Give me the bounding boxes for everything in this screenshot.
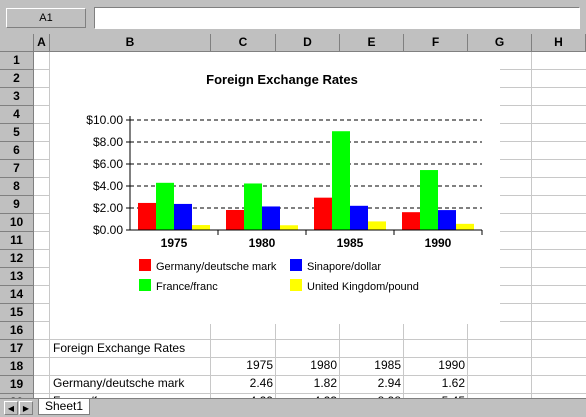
name-box[interactable]: A1 [6, 8, 86, 28]
next-sheet-button[interactable]: ▶ [19, 401, 33, 415]
value-cell: 1.82 [313, 376, 337, 390]
column-header-e[interactable]: E [340, 34, 404, 52]
sheet-tab-bar: ◀ ▶ Sheet1 [0, 398, 586, 417]
legend-swatch [139, 259, 151, 271]
table-title: Foreign Exchange Rates [53, 341, 186, 355]
bar-1975-3[interactable] [192, 225, 210, 230]
y-tick-label: $2.00 [93, 201, 123, 215]
chart-title: Foreign Exchange Rates [206, 72, 358, 87]
row-header-17[interactable]: 17 [0, 340, 34, 358]
gridline-horizontal [34, 339, 586, 340]
select-all-corner[interactable] [0, 34, 34, 52]
x-tick-label: 1985 [337, 236, 364, 250]
bar-1980-3[interactable] [280, 225, 298, 230]
gridline-horizontal [34, 357, 586, 358]
row-header-11[interactable]: 11 [0, 232, 34, 250]
row-header-19[interactable]: 19 [0, 376, 34, 394]
gridline-horizontal [34, 393, 586, 394]
column-header-b[interactable]: B [50, 34, 211, 52]
legend-swatch [290, 279, 302, 291]
value-cell: 4.29 [211, 392, 273, 398]
value-cell: 8.98 [340, 392, 401, 398]
row-header-14[interactable]: 14 [0, 286, 34, 304]
year-header-cell: 1980 [310, 358, 337, 372]
bar-1980-0[interactable] [226, 209, 244, 230]
row-header-1[interactable]: 1 [0, 52, 34, 70]
bar-1990-2[interactable] [438, 210, 456, 230]
row-header-7[interactable]: 7 [0, 160, 34, 178]
legend-swatch [139, 279, 151, 291]
y-tick-label: $0.00 [93, 223, 123, 237]
x-tick-label: 1990 [425, 236, 452, 250]
year-header-cell: 1990 [438, 358, 465, 372]
bar-1985-0[interactable] [314, 197, 332, 230]
column-header-c[interactable]: C [211, 34, 276, 52]
value-cell: 1.62 [441, 376, 465, 390]
bar-1990-3[interactable] [456, 223, 474, 230]
bar-1985-2[interactable] [350, 205, 368, 230]
year-header-cell: 1985 [374, 358, 401, 372]
row-header-5[interactable]: 5 [0, 124, 34, 142]
legend-label: Germany/deutsche mark [156, 261, 277, 273]
column-header-h[interactable]: H [532, 34, 586, 52]
y-tick-label: $8.00 [93, 135, 123, 149]
bar-1990-0[interactable] [402, 212, 420, 230]
column-header-g[interactable]: G [468, 34, 532, 52]
y-tick-label: $6.00 [93, 157, 123, 171]
bar-1975-0[interactable] [138, 202, 156, 230]
bar-1980-1[interactable] [244, 183, 262, 230]
column-header-d[interactable]: D [276, 34, 340, 52]
row-header-12[interactable]: 12 [0, 250, 34, 268]
bar-1975-2[interactable] [174, 203, 192, 230]
bar-1985-3[interactable] [368, 221, 386, 230]
prev-sheet-button[interactable]: ◀ [4, 401, 18, 415]
value-cell: 2.94 [377, 376, 401, 390]
y-tick-label: $4.00 [93, 179, 123, 193]
gridline-vertical [49, 52, 50, 398]
row-header-10[interactable]: 10 [0, 214, 34, 232]
formula-input[interactable] [94, 7, 580, 29]
value-cell: 2.46 [249, 376, 273, 390]
value-cell: 4.23 [276, 392, 337, 398]
exchange-rate-chart[interactable]: Foreign Exchange Rates $0.00 $2.00 $4.00 $6… [50, 52, 500, 324]
row-label-cell: Germany/deutsche mark [53, 376, 185, 390]
row-header-20[interactable]: 20 [0, 394, 34, 398]
legend-swatch [290, 259, 302, 271]
value-cell: 5.45 [404, 392, 465, 398]
row-label-cell: France/franc [53, 392, 208, 398]
y-tick-label: $10.00 [86, 113, 123, 127]
row-header-8[interactable]: 8 [0, 178, 34, 196]
row-header-4[interactable]: 4 [0, 106, 34, 124]
row-header-16[interactable]: 16 [0, 322, 34, 340]
gridline-horizontal [34, 375, 586, 376]
bar-1990-1[interactable] [420, 170, 438, 230]
x-tick-label: 1975 [161, 236, 188, 250]
x-tick-label: 1980 [249, 236, 276, 250]
row-header-3[interactable]: 3 [0, 88, 34, 106]
row-header-15[interactable]: 15 [0, 304, 34, 322]
year-header-cell: 1975 [246, 358, 273, 372]
bar-1985-1[interactable] [332, 131, 350, 230]
row-header-13[interactable]: 13 [0, 268, 34, 286]
sheet-tab[interactable]: Sheet1 [38, 399, 90, 415]
legend-label: Sinapore/dollar [307, 261, 381, 273]
legend-label: France/franc [156, 281, 218, 293]
formula-bar: A1 [0, 0, 586, 34]
row-header-9[interactable]: 9 [0, 196, 34, 214]
row-header-18[interactable]: 18 [0, 358, 34, 376]
column-header-f[interactable]: F [404, 34, 468, 52]
row-header-6[interactable]: 6 [0, 142, 34, 160]
row-header-2[interactable]: 2 [0, 70, 34, 88]
gridline-vertical [531, 52, 532, 398]
column-header-a[interactable]: A [34, 34, 50, 52]
legend-label: United Kingdom/pound [307, 281, 419, 293]
bar-1980-2[interactable] [262, 206, 280, 230]
bar-1975-1[interactable] [156, 182, 174, 230]
